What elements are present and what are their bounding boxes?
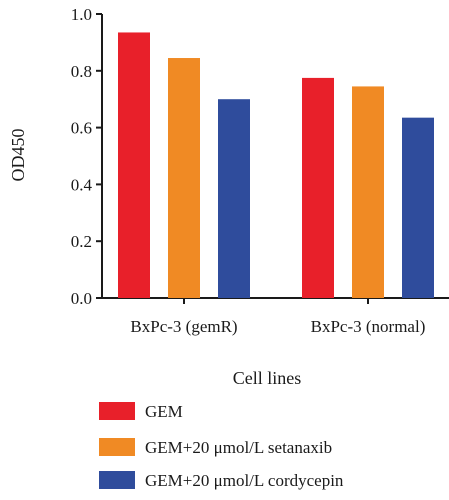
legend-swatch-3 <box>99 471 135 489</box>
legend-label-2: GEM+20 μmol/L setanaxib <box>145 438 332 457</box>
y-tick-label: 0.8 <box>71 62 92 81</box>
bar-1-2 <box>168 58 200 298</box>
x-tick-label: BxPc-3 (gemR) <box>130 317 237 336</box>
bar-2-2 <box>352 86 384 298</box>
y-tick-label: 0.0 <box>71 289 92 308</box>
bars <box>118 32 434 299</box>
legend-label-1: GEM <box>145 402 183 421</box>
y-tick-label: 1.0 <box>71 5 92 24</box>
bar-2-1 <box>302 77 334 299</box>
category-labels: BxPc-3 (gemR) BxPc-3 (normal) <box>130 317 425 336</box>
y-tick-label: 0.4 <box>71 175 93 194</box>
legend-swatch-2 <box>99 438 135 456</box>
legend-label-3: GEM+20 μmol/L cordycepin <box>145 471 344 490</box>
x-axis-title: Cell lines <box>233 368 302 388</box>
y-axis-title: OD450 <box>8 129 28 182</box>
x-tick-label: BxPc-3 (normal) <box>311 317 426 336</box>
legend: GEM GEM+20 μmol/L setanaxib GEM+20 μmol/L … <box>99 402 344 490</box>
legend-swatch-1 <box>99 402 135 420</box>
bar-1-3 <box>218 99 250 298</box>
y-tick-label: 0.6 <box>71 119 92 138</box>
bar-1-1 <box>118 32 150 299</box>
y-tick-label: 0.2 <box>71 232 92 251</box>
axes: 0.0 0.2 0.4 0.6 0.8 1.0 <box>71 5 449 308</box>
bar-2-3 <box>402 117 434 298</box>
